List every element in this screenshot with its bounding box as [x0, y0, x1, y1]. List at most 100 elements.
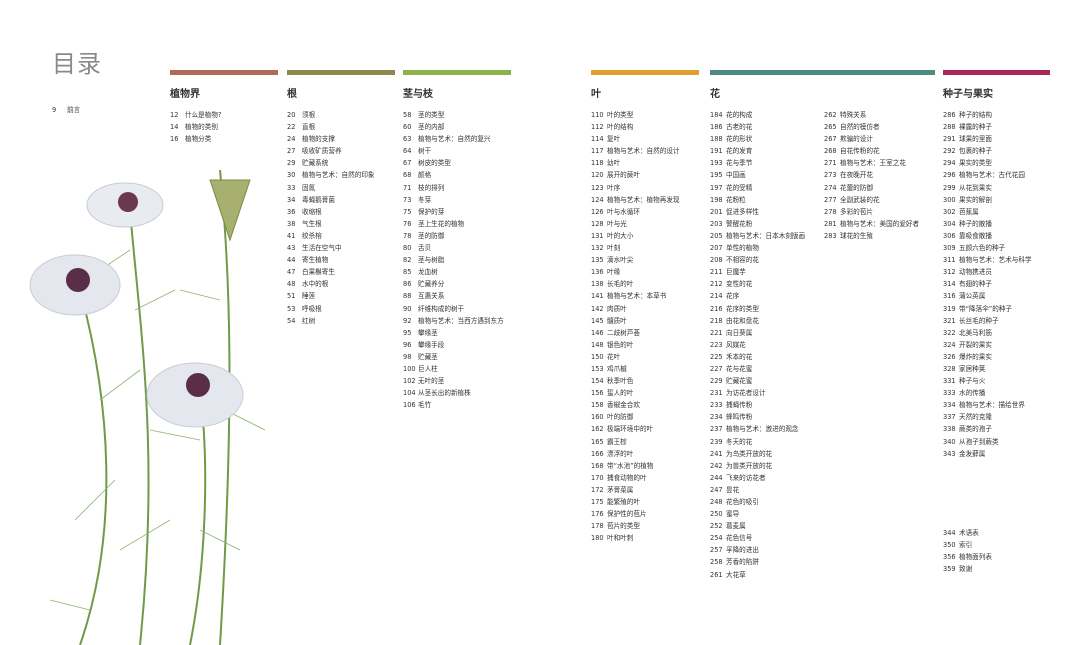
- toc-entry[interactable]: 142 肉质叶: [591, 303, 699, 315]
- toc-entry[interactable]: 227 花与花蜜: [710, 363, 935, 375]
- section-heading[interactable]: 植物界: [170, 89, 200, 100]
- toc-entry[interactable]: 63 植物与艺术：自然的复兴: [403, 133, 511, 145]
- toc-entry[interactable]: 138 长毛的叶: [591, 278, 699, 290]
- toc-entry[interactable]: 145 髓质叶: [591, 315, 699, 327]
- toc-entry[interactable]: 188 花的形状: [710, 133, 935, 145]
- toc-entry[interactable]: 36 收缩根: [287, 206, 395, 218]
- toc-entry[interactable]: 302 芭蕉属: [943, 206, 1050, 218]
- toc-entry[interactable]: 239 冬天的花: [710, 436, 935, 448]
- toc-entry[interactable]: 168 带“水池”的植物: [591, 460, 699, 472]
- toc-entry[interactable]: 201 促进多样性: [710, 206, 935, 218]
- toc-entry[interactable]: 294 果实的类型: [943, 157, 1050, 169]
- toc-entry[interactable]: 283 球花的生殖: [824, 230, 919, 242]
- toc-entry[interactable]: 175 能繁殖的叶: [591, 496, 699, 508]
- toc-entry[interactable]: 314 有翅的种子: [943, 278, 1050, 290]
- toc-entry[interactable]: 322 北美马利筋: [943, 327, 1050, 339]
- toc-entry[interactable]: 271 植物与艺术：王室之花: [824, 157, 919, 169]
- section-heading[interactable]: 叶: [591, 89, 601, 100]
- toc-entry[interactable]: 150 花叶: [591, 351, 699, 363]
- toc-entry[interactable]: 331 种子与火: [943, 375, 1050, 387]
- toc-entry[interactable]: 75 保护的芽: [403, 206, 511, 218]
- toc-entry[interactable]: 186 古老的花: [710, 121, 935, 133]
- toc-entry[interactable]: 337 天然的克隆: [943, 411, 1050, 423]
- toc-entry[interactable]: 214 花序: [710, 290, 935, 302]
- toc-entry[interactable]: 78 茎的防御: [403, 230, 511, 242]
- toc-entry[interactable]: 166 漂浮的叶: [591, 448, 699, 460]
- toc-entry[interactable]: 311 植物与艺术：艺术与科学: [943, 254, 1050, 266]
- toc-entry[interactable]: 324 开裂的果实: [943, 339, 1050, 351]
- toc-entry[interactable]: 223 风媒花: [710, 339, 935, 351]
- section-heading[interactable]: 根: [287, 89, 297, 100]
- toc-entry[interactable]: 53 呼吸根: [287, 303, 395, 315]
- toc-entry[interactable]: 118 幼叶: [591, 157, 699, 169]
- toc-entry[interactable]: 268 自花传粉的花: [824, 145, 919, 157]
- toc-entry[interactable]: 95 攀缘茎: [403, 327, 511, 339]
- toc-entry[interactable]: 334 植物与艺术：描绘世界: [943, 399, 1050, 411]
- toc-entry[interactable]: 76 茎上生花的植物: [403, 218, 511, 230]
- toc-entry[interactable]: 205 植物与艺术：日本木刻版画: [710, 230, 935, 242]
- toc-entry[interactable]: 54 红树: [287, 315, 395, 327]
- toc-entry[interactable]: 350 索引: [943, 539, 992, 551]
- toc-entry[interactable]: 106 毛竹: [403, 399, 511, 411]
- toc-entry[interactable]: 316 蒲公英属: [943, 290, 1050, 302]
- toc-entry[interactable]: 319 带“降落伞”的种子: [943, 303, 1050, 315]
- toc-entry[interactable]: 212 变性的花: [710, 278, 935, 290]
- toc-entry[interactable]: 120 展开的蕨叶: [591, 169, 699, 181]
- toc-entry[interactable]: 132 叶刻: [591, 242, 699, 254]
- toc-entry[interactable]: 104 从茎长出的新植株: [403, 387, 511, 399]
- toc-entry[interactable]: 343 金发藓属: [943, 448, 1050, 460]
- toc-entry[interactable]: 136 叶缘: [591, 266, 699, 278]
- toc-entry[interactable]: 241 为鸟类开放的花: [710, 448, 935, 460]
- toc-entry[interactable]: 102 无叶的茎: [403, 375, 511, 387]
- toc-entry[interactable]: 112 叶的结构: [591, 121, 699, 133]
- toc-entry[interactable]: 172 茅膏菜属: [591, 484, 699, 496]
- toc-entry[interactable]: 158 香椒金合欢: [591, 399, 699, 411]
- toc-entry[interactable]: 43 生活在空气中: [287, 242, 395, 254]
- toc-entry[interactable]: 304 种子的散播: [943, 218, 1050, 230]
- toc-entry[interactable]: 248 花色的吸引: [710, 496, 935, 508]
- toc-entry[interactable]: 198 花粉粒: [710, 194, 935, 206]
- toc-entry[interactable]: 193 花与季节: [710, 157, 935, 169]
- toc-entry[interactable]: 195 中国画: [710, 169, 935, 181]
- toc-entry[interactable]: 265 自然的模仿者: [824, 121, 919, 133]
- toc-entry[interactable]: 333 水的传播: [943, 387, 1050, 399]
- toc-entry[interactable]: 254 花色信号: [710, 532, 935, 544]
- toc-entry[interactable]: 340 从孢子到蕨类: [943, 436, 1050, 448]
- toc-entry[interactable]: 153 鸡爪槭: [591, 363, 699, 375]
- section-heading[interactable]: 茎与枝: [403, 89, 433, 100]
- toc-entry[interactable]: 203 警醒花粉: [710, 218, 935, 230]
- toc-entry[interactable]: 286 种子的结构: [943, 109, 1050, 121]
- toc-entry[interactable]: 233 捕蝇传粉: [710, 399, 935, 411]
- toc-entry[interactable]: 225 禾本的花: [710, 351, 935, 363]
- toc-entry[interactable]: 344 术语表: [943, 527, 992, 539]
- toc-entry[interactable]: 178 苞片的类型: [591, 520, 699, 532]
- toc-entry[interactable]: 288 裸露的种子: [943, 121, 1050, 133]
- toc-entry[interactable]: 30 植物与艺术：自然的印象: [287, 169, 395, 181]
- section-heading[interactable]: 种子与果实: [943, 89, 993, 100]
- toc-entry[interactable]: 24 植物的支撑: [287, 133, 395, 145]
- toc-entry[interactable]: 274 花蕾的防御: [824, 182, 919, 194]
- toc-entry[interactable]: 34 毒蝇鹅膏菌: [287, 194, 395, 206]
- toc-entry[interactable]: 73 冬芽: [403, 194, 511, 206]
- toc-entry[interactable]: 237 植物与艺术：激进的观念: [710, 423, 935, 435]
- toc-entry[interactable]: 22 直根: [287, 121, 395, 133]
- toc-entry[interactable]: 41 绞杀榕: [287, 230, 395, 242]
- toc-entry[interactable]: 16 植物分类: [170, 133, 278, 145]
- toc-entry[interactable]: 306 靠吸食散播: [943, 230, 1050, 242]
- toc-entry[interactable]: 356 植物面列表: [943, 551, 992, 563]
- toc-entry[interactable]: 292 包裹的种子: [943, 145, 1050, 157]
- toc-entry[interactable]: 90 纤维构成的树干: [403, 303, 511, 315]
- toc-entry[interactable]: 291 球果的里面: [943, 133, 1050, 145]
- toc-entry[interactable]: 114 复叶: [591, 133, 699, 145]
- toc-entry[interactable]: 47 白果槲寄生: [287, 266, 395, 278]
- toc-entry[interactable]: 252 葛麦属: [710, 520, 935, 532]
- toc-entry[interactable]: 231 为访花者设计: [710, 387, 935, 399]
- toc-entry[interactable]: 229 贮藏花蜜: [710, 375, 935, 387]
- toc-entry[interactable]: 80 舌贝: [403, 242, 511, 254]
- toc-entry[interactable]: 154 秋季叶色: [591, 375, 699, 387]
- toc-entry[interactable]: 180 叶和叶刺: [591, 532, 699, 544]
- toc-entry[interactable]: 51 睡莲: [287, 290, 395, 302]
- toc-entry[interactable]: 92 植物与艺术：当西方遇到东方: [403, 315, 511, 327]
- toc-entry[interactable]: 176 保护性的苞片: [591, 508, 699, 520]
- toc-entry[interactable]: 211 巨魔芋: [710, 266, 935, 278]
